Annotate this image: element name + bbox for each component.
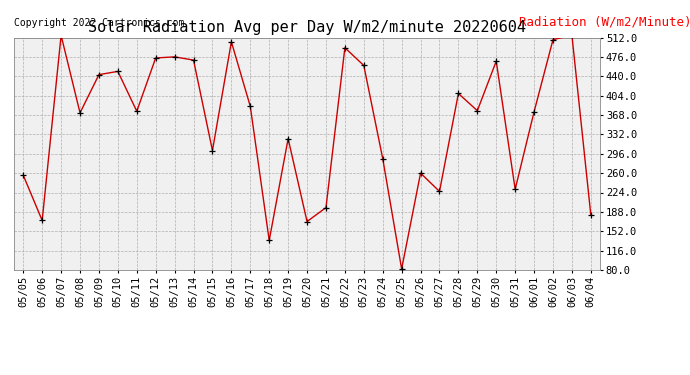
Text: Radiation (W/m2/Minute): Radiation (W/m2/Minute) <box>519 15 690 28</box>
Title: Solar Radiation Avg per Day W/m2/minute 20220604: Solar Radiation Avg per Day W/m2/minute … <box>88 20 526 35</box>
Text: Copyright 2022 Cartronics.com: Copyright 2022 Cartronics.com <box>14 18 184 28</box>
